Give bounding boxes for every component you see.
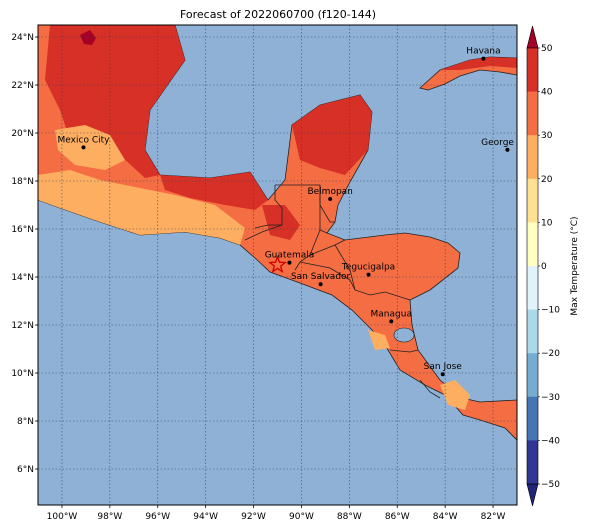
longitude-tick-label: 88°W [337, 512, 362, 522]
map-frame [37, 24, 518, 506]
colorbar-segment [527, 48, 538, 93]
hot-zone-cuba [440, 57, 517, 70]
city-markers: Havana Mexico City George Tow Belmopan Guate… [58, 47, 534, 377]
border-guatemala-south [244, 224, 321, 271]
hot-zone-yucatan [292, 95, 372, 175]
colorbar-segment [527, 353, 538, 398]
city-dot [81, 145, 86, 150]
warm-zone-nicaragua [368, 330, 390, 350]
city-dot [328, 197, 333, 201]
colorbar-segment [527, 91, 538, 136]
latitude-tick-label: 20°N [11, 129, 34, 139]
latitude-tick-label: 18°N [11, 177, 34, 187]
city-label: Tegucigalpa [341, 263, 395, 273]
border-el-salvador [299, 261, 356, 291]
colorbar-tick-label: −10 [541, 306, 560, 316]
hot-zone-guatemala [262, 205, 300, 240]
border-honduras [309, 239, 411, 301]
city-dot [366, 272, 371, 277]
longitude-tick-label: 90°W [289, 512, 314, 522]
longitude-tick-label: 96°W [145, 512, 170, 522]
colorbar-segment [527, 309, 538, 354]
colorbar-tick-label: 20 [541, 175, 553, 185]
very-hot-spot [80, 30, 96, 45]
city-label: San Jose [424, 362, 463, 372]
city-label: Mexico City [58, 135, 111, 145]
city-dot [505, 147, 510, 152]
colorbar-tick-label: −40 [541, 436, 560, 446]
latitude-ticks: 24°N 22°N 20°N 18°N 16°N 14°N 12°N 10°N 8°N 6°N [11, 33, 38, 475]
border-nicaragua-costarica [389, 349, 441, 399]
city-label: Belmopan [307, 187, 352, 197]
city-label: Managua [371, 309, 412, 319]
colorbar-tick-label: −20 [541, 349, 560, 359]
colorbar-under-extension [526, 483, 539, 507]
warm-zone-costa-rica [440, 380, 470, 410]
star-marker [268, 255, 287, 273]
longitude-tick-label: 100°W [47, 512, 78, 522]
latitude-tick-label: 10°N [11, 369, 34, 379]
hot-zone-gulf [160, 172, 268, 210]
latitude-tick-label: 8°N [17, 417, 34, 427]
latitude-tick-label: 16°N [11, 225, 34, 235]
colorbar-segment [527, 266, 538, 311]
longitude-tick-label: 94°W [193, 512, 218, 522]
colorbar: 50 40 30 20 10 0 −10 −20 −30 −40 −50 [526, 25, 560, 507]
city-label: San Salvador [291, 272, 351, 282]
colorbar-segment [527, 178, 538, 223]
city-dot [389, 319, 394, 324]
latitude-tick-label: 24°N [11, 33, 34, 43]
colorbar-tick-label: 10 [541, 218, 553, 228]
city-dot [287, 260, 292, 265]
map-title: Forecast of 2022060700 (f120-144) [180, 8, 376, 21]
city-label: George Tow [481, 138, 534, 148]
city-label: Havana [466, 47, 500, 57]
longitude-tick-label: 82°W [481, 512, 506, 522]
colorbar-tick-label: 50 [541, 44, 553, 54]
city-label: Guatemala [265, 251, 315, 261]
city-dot [481, 56, 486, 61]
warm-zone-pacific [38, 170, 245, 245]
longitude-tick-label: 92°W [241, 512, 266, 522]
colorbar-segment [527, 222, 538, 267]
longitude-tick-label: 98°W [97, 512, 122, 522]
graticule [38, 25, 517, 505]
city-dot [318, 282, 323, 287]
colorbar-segment [527, 440, 538, 485]
latitude-tick-label: 22°N [11, 81, 34, 91]
lake-nicaragua [393, 327, 415, 343]
colorbar-label: Max Temperature (°C) [570, 216, 580, 315]
longitude-tick-label: 84°W [433, 512, 458, 522]
city-dot [440, 372, 445, 377]
latitude-tick-label: 12°N [11, 321, 34, 331]
colorbar-tick-label: 40 [541, 88, 553, 98]
colorbar-tick-label: −30 [541, 393, 560, 403]
warm-zone-mexico-city [55, 125, 125, 170]
longitude-tick-label: 86°W [385, 512, 410, 522]
colorbar-tick-label: −50 [541, 480, 560, 490]
colorbar-segment [527, 396, 538, 441]
latitude-tick-label: 14°N [11, 273, 34, 283]
map-area: Havana Mexico City George Tow Belmopan Guate… [38, 25, 534, 505]
longitude-ticks: 100°W 98°W 96°W 94°W 92°W 90°W 88°W 86°W 84°W 82°… [47, 505, 506, 522]
latitude-tick-label: 6°N [17, 465, 34, 475]
colorbar-segment [527, 135, 538, 180]
colorbar-over-extension [526, 25, 539, 49]
colorbar-tick-label: 0 [541, 262, 547, 272]
colorbar-tick-label: 30 [541, 131, 553, 141]
